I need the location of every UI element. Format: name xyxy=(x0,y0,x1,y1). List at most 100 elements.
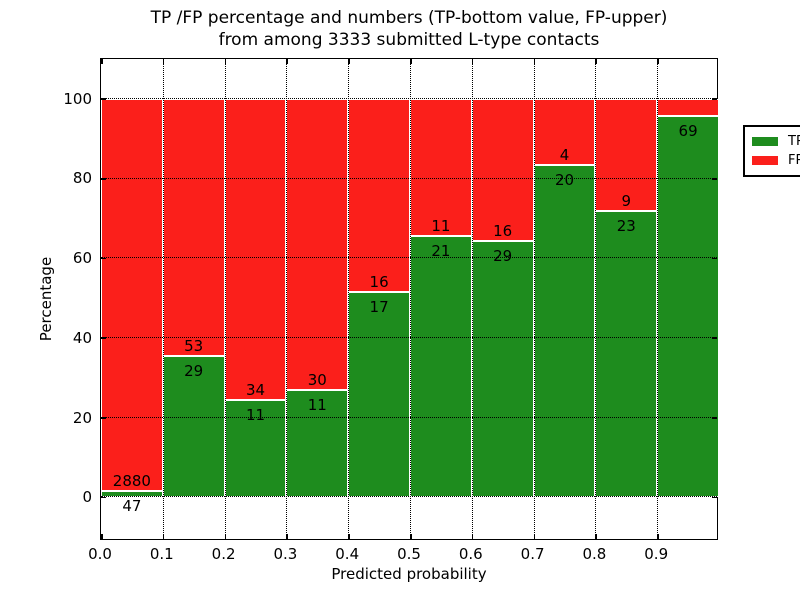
x-tick-mark xyxy=(224,59,227,64)
fp-legend-swatch xyxy=(752,156,778,165)
h-gridline xyxy=(101,257,717,259)
x-tick-label: 0.3 xyxy=(273,545,298,563)
tp-count-label: 23 xyxy=(616,216,636,235)
fp-count-label: 4 xyxy=(559,146,570,165)
x-tick-mark xyxy=(348,59,350,64)
y-tick-label: 80 xyxy=(72,169,92,188)
v-gridline xyxy=(533,59,535,539)
y-tick-mark xyxy=(712,337,717,339)
h-gridline xyxy=(101,177,717,179)
bar-segment-fp xyxy=(101,98,163,491)
x-tick-mark xyxy=(471,534,474,539)
y-tick-label: 0 xyxy=(82,488,92,507)
h-gridline xyxy=(101,416,717,418)
x-tick-mark xyxy=(657,59,659,64)
y-tick-mark xyxy=(712,417,717,419)
fp-count-label: 30 xyxy=(307,371,327,390)
v-gridline xyxy=(657,59,659,539)
x-tick-mark xyxy=(286,534,288,539)
bar-segment-tp xyxy=(595,210,658,498)
bar-segment-tp xyxy=(224,400,287,498)
y-tick-mark xyxy=(101,417,106,419)
y-tick-mark xyxy=(712,496,717,499)
fp-count-label: 16 xyxy=(493,221,513,240)
bar-segment-fp xyxy=(595,98,658,211)
bar-segment-fp xyxy=(224,98,287,400)
bar-segment-fp xyxy=(162,98,225,357)
x-tick-mark xyxy=(410,534,412,539)
bar-segment-fp xyxy=(348,98,410,293)
y-tick-mark xyxy=(101,257,106,260)
x-tick-mark xyxy=(162,59,165,64)
y-tick-label: 40 xyxy=(72,328,92,347)
x-tick-mark xyxy=(471,59,474,64)
bar-segment-fp xyxy=(286,98,349,391)
tp-count-label: 17 xyxy=(369,298,389,317)
bar-segment-fp xyxy=(657,98,719,116)
fp-count-label: 16 xyxy=(369,273,389,292)
bar-segment-tp xyxy=(471,240,534,498)
bar-segment-tp xyxy=(348,292,410,498)
y-tick-mark xyxy=(712,178,717,180)
y-tick-mark xyxy=(101,337,106,339)
x-tick-mark xyxy=(286,59,288,64)
y-tick-mark xyxy=(712,257,717,260)
x-tick-label: 0.1 xyxy=(149,545,174,563)
x-tick-mark xyxy=(657,534,659,539)
x-tick-mark xyxy=(410,59,412,64)
y-axis-label: Percentage xyxy=(37,256,55,342)
y-tick-mark xyxy=(101,496,106,499)
x-tick-mark xyxy=(101,534,103,539)
x-tick-mark xyxy=(162,534,165,539)
v-gridline xyxy=(348,59,350,539)
x-tick-mark xyxy=(224,534,227,539)
tp-count-label: 11 xyxy=(245,405,266,424)
h-gridline xyxy=(101,336,717,338)
chart-title-line1: TP /FP percentage and numbers (TP-bottom… xyxy=(150,8,668,28)
x-tick-mark xyxy=(533,59,536,64)
v-gridline xyxy=(410,59,411,539)
bar-segment-tp xyxy=(657,115,719,498)
y-tick-label: 60 xyxy=(72,249,92,268)
tp-count-label: 69 xyxy=(678,121,698,140)
x-tick-mark xyxy=(348,534,350,539)
x-tick-label: 0.2 xyxy=(211,545,236,563)
tp-count-label: 47 xyxy=(122,496,142,515)
bar-segment-tp xyxy=(286,390,349,498)
chart-title: TP /FP percentage and numbers (TP-bottom… xyxy=(100,7,718,51)
v-gridline xyxy=(471,59,473,539)
y-tick-label: 100 xyxy=(63,89,92,108)
tp-legend-label: TP xyxy=(788,134,800,149)
fp-count-label: 34 xyxy=(245,380,266,399)
h-gridline xyxy=(101,496,717,498)
fp-count-label: 53 xyxy=(184,337,204,356)
tp-legend-swatch xyxy=(752,137,778,146)
fp-count-label: 9 xyxy=(621,191,632,210)
legend: TP FP xyxy=(743,125,800,177)
v-gridline xyxy=(162,59,164,539)
tp-count-label: 20 xyxy=(554,171,575,190)
x-tick-label: 0.5 xyxy=(397,545,421,563)
bar-segment-fp xyxy=(471,98,534,241)
tp-count-label: 29 xyxy=(184,362,204,381)
legend-item-fp: FP xyxy=(752,151,800,170)
x-tick-mark xyxy=(595,534,597,539)
y-tick-label: 20 xyxy=(72,408,92,427)
v-gridline xyxy=(286,59,288,539)
x-tick-label: 0.8 xyxy=(582,545,607,563)
h-gridline xyxy=(101,97,717,99)
x-tick-mark xyxy=(595,59,597,64)
fp-legend-label: FP xyxy=(788,153,800,168)
plot-area: 2880 47 53 29 34 11 30 11 16 17 11 21 16 29 4 20 9 23 69 T… xyxy=(100,58,800,540)
x-tick-label: 0.9 xyxy=(644,545,669,563)
y-tick-mark xyxy=(101,178,106,180)
legend-item-tp: TP xyxy=(752,132,800,151)
x-tick-label: 0.6 xyxy=(458,545,483,563)
fp-count-label: 2880 xyxy=(112,471,151,490)
tp-count-label: 29 xyxy=(493,246,513,265)
x-tick-label: 0.0 xyxy=(88,545,112,563)
v-gridline xyxy=(595,59,597,539)
bar-segment-fp xyxy=(533,98,596,166)
chart-title-line2: from among 3333 submitted L-type contact… xyxy=(218,30,600,50)
